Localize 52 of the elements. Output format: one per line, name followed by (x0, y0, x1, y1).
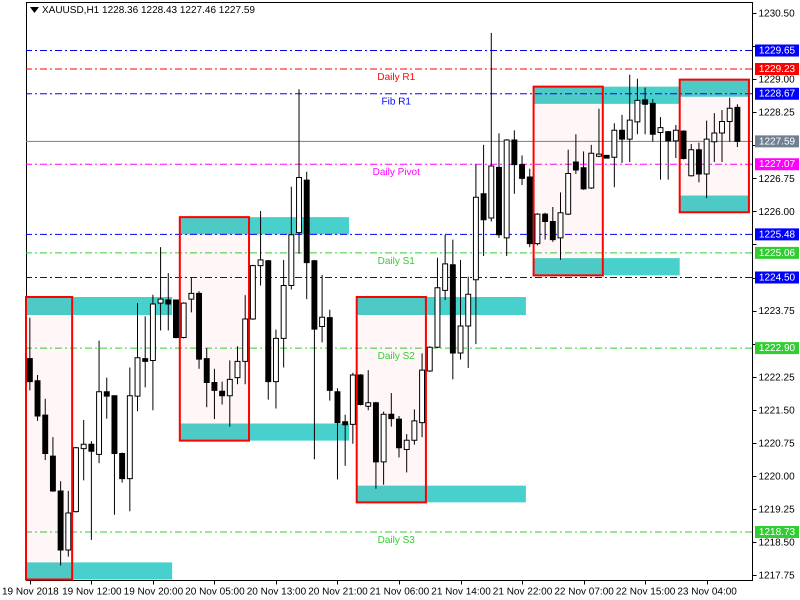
text: 1229.23 (758, 64, 796, 76)
y-tick-label: 1220.75 (758, 438, 796, 450)
text: 1225.48 (758, 229, 796, 240)
y-tick-label: 1218.50 (758, 538, 796, 549)
text: 1227.59 (758, 136, 796, 148)
candlestick (204, 348, 210, 408)
candlestick (365, 370, 372, 411)
text: 1225.06 (758, 248, 796, 259)
y-tick-label: 1226.00 (758, 206, 796, 218)
y-tick-label: 1222.25 (758, 372, 796, 384)
x-tick-label: 21 Nov 06:00 (370, 586, 430, 598)
text: 1224.50 (758, 272, 796, 284)
y-tick-label: 1230.50 (758, 8, 796, 20)
x-tick-label: 23 Nov 04:00 (677, 586, 738, 598)
chart-title: XAUUSD,H1 1228.36 1228.43 1227.46 1227.59 (42, 5, 256, 16)
ref-line-label: Daily S1 (378, 256, 416, 267)
candlestick (426, 346, 433, 372)
ref-line-label: Daily R1 (377, 72, 416, 84)
x-tick-label: 20 Nov 13:00 (246, 586, 307, 598)
x-tick-label: 19 Nov 20:00 (124, 586, 184, 598)
ref-line-label: Fib R1 (382, 96, 412, 108)
text: 1218.73 (758, 526, 796, 538)
candlestick (226, 360, 233, 428)
y-tick-label: 1223.75 (758, 306, 796, 318)
x-tick-label: 21 Nov 14:00 (431, 586, 492, 598)
text: 1228.67 (758, 88, 796, 100)
candlestick (626, 74, 633, 163)
text: 1227.07 (758, 159, 796, 170)
text: 1222.90 (758, 343, 796, 354)
y-tick-label: 1220.00 (758, 471, 796, 482)
candlestick (211, 368, 218, 420)
y-tick-label: 1226.75 (758, 174, 796, 185)
y-tick-label: 1228.25 (758, 108, 796, 119)
candlestick (219, 381, 226, 406)
candlestick (104, 377, 110, 420)
ref-line-label: Daily S2 (378, 351, 416, 362)
x-tick-label: 19 Nov 2018 (2, 586, 60, 598)
y-tick-label: 1219.25 (758, 504, 796, 516)
text: 1229.65 (758, 45, 796, 56)
x-tick-label: 22 Nov 07:00 (554, 586, 614, 598)
x-tick-label: 20 Nov 21:00 (308, 586, 368, 598)
x-tick-label: 22 Nov 15:00 (616, 586, 676, 598)
ref-line-label: Daily Pivot (372, 167, 420, 178)
x-tick-label: 21 Nov 22:00 (492, 586, 553, 598)
candlestick (165, 272, 172, 331)
ref-line-label: Daily S3 (378, 534, 416, 546)
y-tick-label: 1229.00 (758, 74, 796, 86)
y-tick-label: 1217.75 (758, 570, 796, 582)
y-tick-label: 1221.50 (758, 405, 796, 416)
x-tick-label: 20 Nov 05:00 (185, 586, 246, 598)
x-tick-label: 19 Nov 12:00 (62, 586, 122, 598)
candlestick (158, 246, 164, 331)
